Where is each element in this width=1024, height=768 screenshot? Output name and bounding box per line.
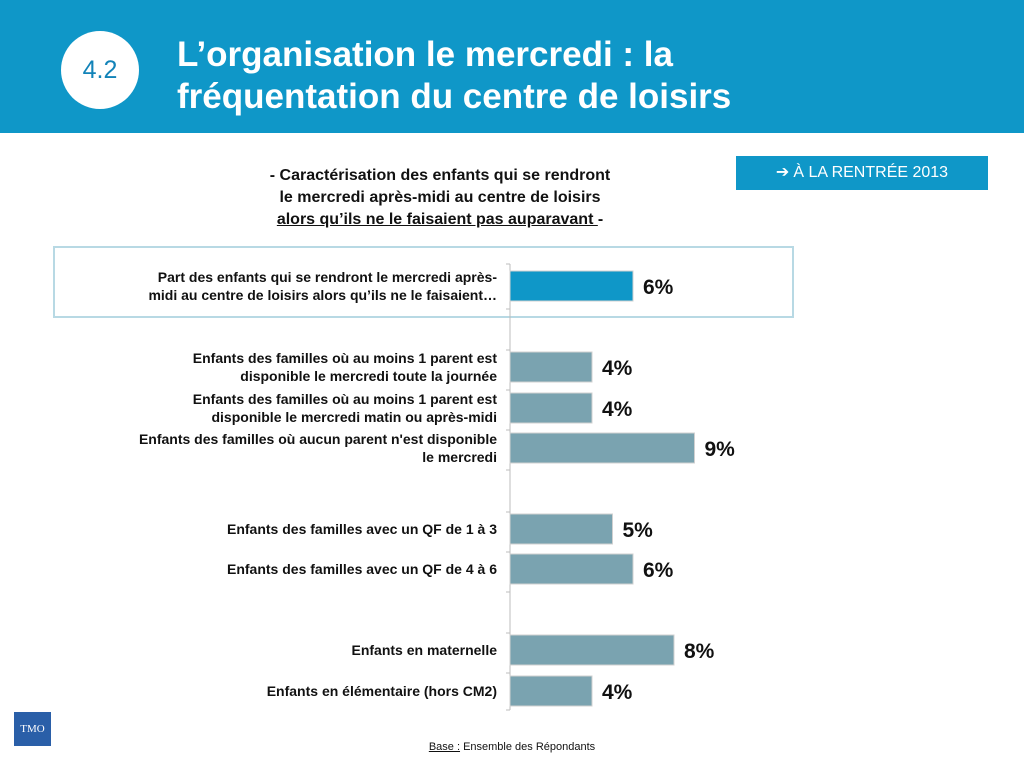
tmo-logo: TMO [14, 712, 51, 746]
category-label: Enfants des familles où aucun parent n'e… [139, 431, 497, 465]
base-note-text: Ensemble des Répondants [460, 741, 596, 753]
base-note-label: Base : [428, 741, 461, 753]
chart-subtitle: - Caractérisation des enfants qui se ren… [190, 165, 690, 231]
bar [509, 270, 634, 302]
period-tag: ➔ À LA RENTRÉE 2013 [736, 156, 988, 190]
category-label-line: le mercredi [422, 449, 497, 465]
category-label-line: Enfants des familles avec un QF de 1 à 3 [227, 521, 497, 537]
category-label-line: Enfants en élémentaire (hors CM2) [267, 683, 497, 699]
highlight-frame [53, 246, 794, 318]
header-banner: 4.2 L’organisation le mercredi : la fréq… [0, 0, 1024, 133]
category-label-line: Part des enfants qui se rendront le merc… [158, 269, 498, 285]
section-number-badge: 4.2 [61, 31, 139, 109]
data-label: 8% [684, 640, 715, 663]
data-label: 5% [623, 519, 654, 542]
bar [509, 351, 593, 383]
bar [509, 675, 593, 707]
data-label: 4% [602, 357, 633, 380]
subtitle-line-3-suffix: - [597, 211, 604, 228]
base-note: Base : Ensemble des Répondants [300, 741, 724, 753]
subtitle-line-2: le mercredi après-midi au centre de lois… [279, 189, 601, 206]
bar [509, 553, 634, 585]
bar [509, 432, 695, 464]
category-label: Enfants des familles avec un QF de 4 à 6 [227, 561, 497, 577]
category-label-line: Enfants des familles où au moins 1 paren… [193, 350, 498, 366]
category-label: Enfants en élémentaire (hors CM2) [267, 683, 497, 699]
page-title-line-2: fréquentation du centre de loisirs [177, 77, 732, 116]
category-label-line: disponible le mercredi toute la journée [240, 368, 497, 384]
category-label-line: Enfants des familles où au moins 1 paren… [193, 391, 498, 407]
category-label-line: disponible le mercredi matin ou après-mi… [211, 409, 497, 425]
bar [509, 634, 675, 666]
category-label: Enfants en maternelle [352, 642, 498, 658]
category-label-line: Enfants en maternelle [352, 642, 498, 658]
data-label: 4% [602, 398, 633, 421]
bar [509, 392, 593, 424]
category-label: Enfants des familles avec un QF de 1 à 3 [227, 521, 497, 537]
subtitle-line-3: alors qu’ils ne le faisaient pas auparav… [190, 209, 690, 231]
category-label-line: Enfants des familles avec un QF de 4 à 6 [227, 561, 497, 577]
subtitle-line-3-underlined: alors qu’ils ne le faisaient pas auparav… [276, 211, 598, 228]
arrow-right-icon: ➔ [775, 164, 790, 181]
data-label: 6% [643, 559, 674, 582]
category-label-line: midi au centre de loisirs alors qu’ils n… [148, 287, 497, 303]
category-label-line: Enfants des familles où aucun parent n'e… [139, 431, 497, 447]
data-label: 6% [643, 276, 674, 299]
bar [509, 513, 613, 545]
period-tag-label: À LA RENTRÉE 2013 [793, 164, 949, 181]
page-title-line-1: L’organisation le mercredi : la [177, 35, 673, 74]
data-label: 9% [705, 438, 736, 461]
data-label: 4% [602, 681, 633, 704]
category-label: Enfants des familles où au moins 1 paren… [193, 350, 498, 384]
category-label: Enfants des familles où au moins 1 paren… [193, 391, 498, 425]
page-title: L’organisation le mercredi : la fréquent… [177, 34, 977, 118]
subtitle-line-1: - Caractérisation des enfants qui se ren… [269, 167, 611, 184]
category-label: Part des enfants qui se rendront le merc… [148, 269, 497, 303]
